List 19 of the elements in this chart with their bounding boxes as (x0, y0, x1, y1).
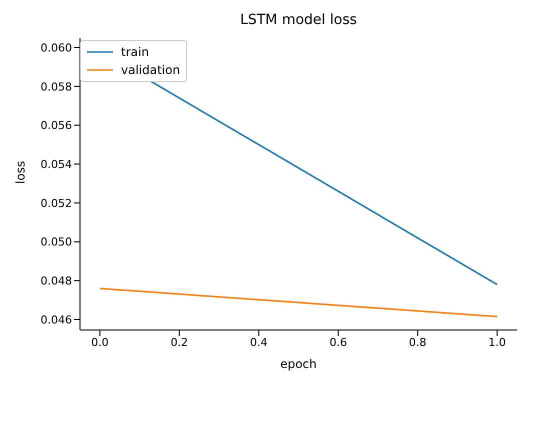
x-tick-label: 0.2 (170, 336, 188, 349)
y-tick-label: 0.058 (40, 80, 72, 94)
y-axis-title: loss (13, 160, 28, 184)
x-tick-label: 0.0 (91, 336, 109, 349)
x-tick-label: 0.6 (329, 336, 347, 349)
x-tick-label: 1.0 (488, 336, 506, 349)
y-tick-label: 0.056 (40, 119, 72, 132)
y-tick-label: 0.050 (40, 236, 72, 249)
y-tick-label: 0.048 (40, 274, 72, 288)
y-tick-label: 0.060 (40, 41, 72, 54)
x-tick-label: 0.4 (250, 336, 268, 349)
legend-label: train (121, 44, 149, 61)
x-tick-label: 0.8 (408, 336, 426, 349)
x-axis-title: epoch (280, 357, 317, 371)
y-tick-label: 0.052 (40, 196, 72, 210)
chart-title: LSTM model loss (239, 12, 358, 28)
legend-label: validation (121, 62, 180, 79)
y-tick-label: 0.046 (40, 313, 72, 326)
y-tick-label: 0.054 (40, 158, 72, 171)
